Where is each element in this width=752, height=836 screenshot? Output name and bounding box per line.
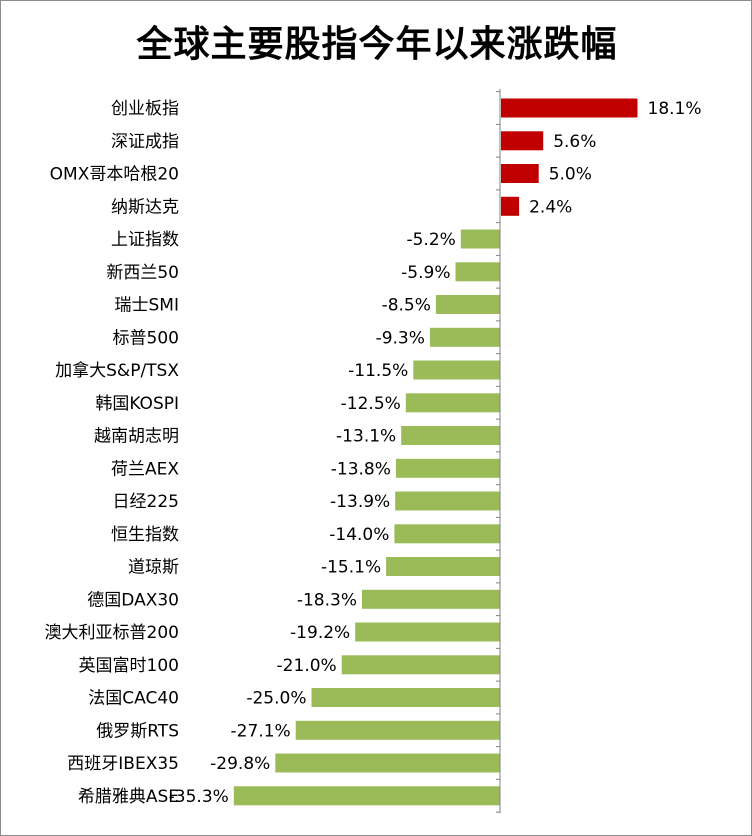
- category-label: OMX哥本哈根20: [50, 165, 179, 185]
- bar: [355, 622, 500, 642]
- data-label: -21.0%: [277, 656, 337, 676]
- category-label: 加拿大S&P/TSX: [55, 360, 179, 381]
- bar: [455, 262, 500, 282]
- bar: [362, 589, 500, 609]
- category-label: 荷兰AEX: [111, 459, 179, 479]
- bar: [435, 295, 500, 314]
- category-label: 西班牙IBEX35: [67, 754, 179, 774]
- category-label: 英国富时100: [79, 656, 179, 676]
- bar: [386, 557, 500, 576]
- data-label: -14.0%: [329, 525, 389, 545]
- category-label: 德国DAX30: [87, 590, 179, 610]
- category-label: 深证成指: [111, 132, 179, 152]
- data-label: -35.3%: [169, 787, 229, 807]
- data-label: -18.3%: [297, 590, 357, 610]
- data-label: -12.5%: [341, 394, 401, 414]
- category-label: 创业板指: [111, 99, 179, 119]
- data-label: -13.9%: [330, 492, 390, 512]
- category-label: 日经225: [113, 492, 179, 512]
- chart-title: 全球主要股指今年以来涨跌幅: [136, 24, 618, 65]
- data-label: -11.5%: [348, 361, 408, 381]
- bar: [395, 458, 500, 478]
- bar: [233, 786, 501, 806]
- data-label: -27.1%: [231, 721, 291, 741]
- category-label: 韩国KOSPI: [95, 394, 179, 414]
- bar: [501, 164, 539, 183]
- data-label: -25.0%: [246, 689, 306, 709]
- category-label: 希腊雅典ASE: [78, 787, 179, 807]
- category-label: 恒生指数: [111, 525, 179, 545]
- data-label: -15.1%: [321, 558, 381, 578]
- category-label: 瑞士SMI: [115, 296, 179, 316]
- data-label: -5.9%: [401, 263, 450, 283]
- category-label: 澳大利亚标普200: [45, 623, 179, 643]
- category-label: 道琼斯: [128, 558, 179, 578]
- bar: [401, 426, 500, 445]
- category-label: 标普500: [113, 328, 179, 348]
- data-label: -29.8%: [210, 754, 270, 774]
- bar: [501, 131, 544, 151]
- data-label: 18.1%: [648, 99, 702, 119]
- data-label: -5.2%: [406, 230, 455, 250]
- data-label: -9.3%: [376, 328, 425, 348]
- bar: [405, 393, 501, 413]
- bar: [460, 229, 500, 249]
- category-label: 法国CAC40: [88, 689, 179, 709]
- category-label: 上证指数: [111, 230, 179, 250]
- bar: [341, 655, 500, 675]
- bar: [394, 524, 500, 544]
- bar: [429, 327, 500, 347]
- category-label: 越南胡志明: [94, 427, 179, 447]
- data-label: -13.8%: [331, 459, 391, 479]
- bar: [395, 491, 500, 511]
- data-label: -19.2%: [290, 623, 350, 643]
- data-label: 2.4%: [529, 197, 572, 217]
- bar: [413, 360, 500, 380]
- data-label: -13.1%: [336, 427, 396, 447]
- bar: [311, 688, 500, 707]
- category-label: 俄罗斯RTS: [96, 721, 179, 741]
- bar: [295, 720, 500, 740]
- data-label: 5.6%: [553, 132, 596, 152]
- bar: [275, 753, 500, 773]
- category-label: 新西兰50: [106, 263, 179, 283]
- bar: [501, 196, 520, 216]
- data-label: 5.0%: [549, 165, 592, 185]
- data-label: -8.5%: [382, 296, 431, 316]
- category-label: 纳斯达克: [111, 197, 179, 217]
- bar: [501, 98, 638, 118]
